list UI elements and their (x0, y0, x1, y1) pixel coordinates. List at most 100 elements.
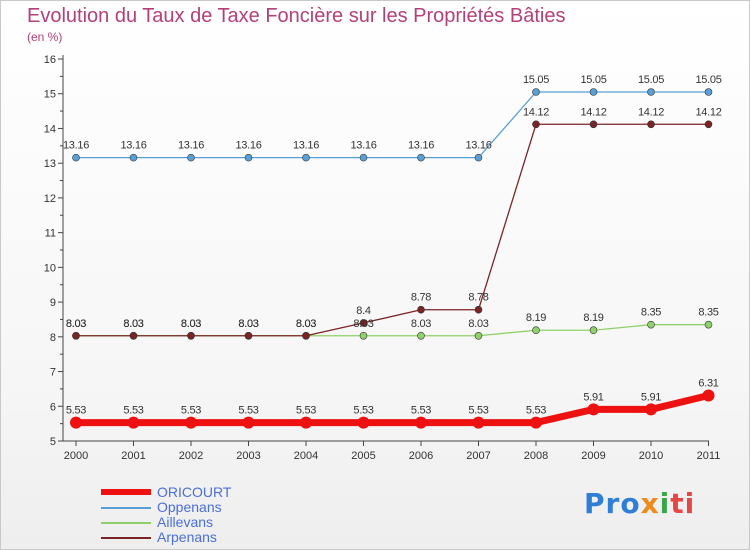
data-label-arpenans: 8.4 (356, 305, 371, 317)
data-point-oricourt (127, 416, 140, 429)
data-point-arpenans (589, 120, 598, 129)
chart-title: Evolution du Taux de Taxe Foncière sur l… (27, 5, 566, 27)
data-point-oricourt (242, 416, 255, 429)
data-label-oppenans: 15.05 (638, 74, 664, 86)
data-point-oppenans (474, 153, 483, 162)
data-label-oricourt: 5.53 (296, 405, 316, 417)
data-point-arpenans (647, 120, 655, 129)
series-line-oppenans (75, 91, 710, 159)
data-label-oricourt: 5.53 (238, 405, 258, 417)
data-point-oricourt (185, 416, 197, 429)
y-tick-label: 10 (44, 262, 56, 274)
data-label-aillevans: 8.03 (123, 318, 143, 330)
x-tick-label: 2006 (409, 450, 433, 462)
data-point-aillevans (532, 326, 540, 335)
data-point-oricourt (702, 389, 715, 402)
x-tick-label: 2009 (581, 450, 605, 462)
data-label-oppenans: 13.16 (120, 140, 146, 152)
y-tick-label: 9 (50, 297, 56, 309)
data-label-oppenans: 13.16 (465, 140, 491, 152)
data-label-oppenans: 13.16 (350, 140, 376, 152)
data-point-arpenans (302, 331, 310, 340)
data-point-oricourt (300, 416, 312, 429)
proxiti-logo: Proxiti (584, 487, 695, 520)
x-tick-label: 2000 (64, 450, 88, 462)
legend-swatch-oricourt (101, 489, 151, 495)
data-label-oricourt: 5.53 (353, 405, 373, 417)
data-point-oppenans (187, 153, 195, 162)
data-label-aillevans: 8.03 (296, 318, 316, 330)
data-label-oricourt: 5.53 (123, 405, 143, 417)
data-label-arpenans: 14.12 (580, 106, 606, 118)
data-point-oppenans (647, 88, 655, 96)
x-tick-label: 2008 (524, 450, 548, 462)
y-tick-label: 7 (50, 367, 56, 379)
data-label-oricourt: 5.53 (411, 405, 431, 417)
legend-swatch-arpenans (101, 537, 151, 539)
data-label-oppenans: 13.16 (235, 140, 261, 152)
y-tick-label: 5 (50, 436, 56, 448)
y-tick-label: 11 (45, 228, 56, 240)
data-point-aillevans (589, 326, 598, 335)
data-point-oppenans (532, 88, 540, 96)
x-tick-label: 2002 (179, 450, 203, 462)
data-point-arpenans (417, 305, 425, 314)
data-point-oppenans (129, 153, 138, 162)
data-label-aillevans: 8.19 (526, 312, 546, 324)
legend-swatch-aillevans (101, 522, 151, 524)
data-label-arpenans: 8.03 (123, 318, 143, 330)
data-label-oppenans: 13.16 (408, 140, 434, 152)
data-point-arpenans (532, 120, 540, 129)
data-point-oppenans (417, 153, 425, 162)
data-label-aillevans: 8.03 (181, 318, 201, 330)
data-label-oppenans: 15.05 (695, 74, 721, 86)
data-label-aillevans: 8.35 (698, 307, 718, 319)
x-tick-label: 2010 (639, 450, 663, 462)
logo-part-3: i (659, 487, 671, 520)
x-tick-label: 2011 (697, 450, 721, 462)
data-point-oricourt (645, 403, 657, 416)
data-point-arpenans (244, 331, 253, 340)
data-point-oppenans (359, 153, 368, 162)
data-label-aillevans: 8.19 (583, 312, 603, 324)
data-point-arpenans (129, 331, 138, 340)
data-label-arpenans: 14.12 (695, 106, 721, 118)
data-label-arpenans: 8.78 (468, 292, 488, 304)
data-label-oppenans: 13.16 (178, 140, 204, 152)
data-label-oppenans: 15.05 (580, 74, 606, 86)
data-label-oricourt: 6.31 (698, 378, 718, 390)
data-point-oricourt (415, 416, 427, 429)
data-point-aillevans (359, 331, 368, 340)
data-point-oricourt (357, 416, 370, 429)
series-line-aillevans (75, 324, 710, 337)
data-point-oricourt (70, 416, 82, 429)
y-tick-label: 8 (50, 332, 56, 344)
logo-part-2: x (640, 487, 660, 520)
data-label-arpenans: 14.12 (523, 106, 549, 118)
data-label-arpenans: 8.03 (296, 318, 316, 330)
data-label-aillevans: 8.03 (66, 318, 86, 330)
data-label-oricourt: 5.53 (181, 405, 201, 417)
data-point-aillevans (704, 320, 713, 329)
legend-label-oppenans: Oppenans (157, 499, 222, 515)
data-point-oppenans (72, 153, 80, 162)
logo-part-1: Pro (584, 487, 641, 520)
data-point-oppenans (704, 88, 713, 96)
data-point-oricourt (530, 416, 542, 429)
data-label-aillevans: 8.35 (641, 307, 661, 319)
data-point-oppenans (302, 153, 310, 162)
data-point-oricourt (587, 403, 600, 416)
data-label-oricourt: 5.91 (583, 391, 603, 403)
logo-part-4: ti (670, 487, 696, 520)
data-label-oricourt: 5.53 (526, 405, 546, 417)
data-label-aillevans: 8.03 (353, 318, 373, 330)
data-point-arpenans (704, 120, 713, 129)
data-point-oppenans (589, 88, 598, 96)
y-tick-label: 6 (50, 401, 56, 413)
data-point-aillevans (647, 320, 655, 329)
data-label-arpenans: 8.78 (411, 292, 431, 304)
x-tick-label: 2004 (294, 450, 318, 462)
data-point-oppenans (244, 153, 253, 162)
